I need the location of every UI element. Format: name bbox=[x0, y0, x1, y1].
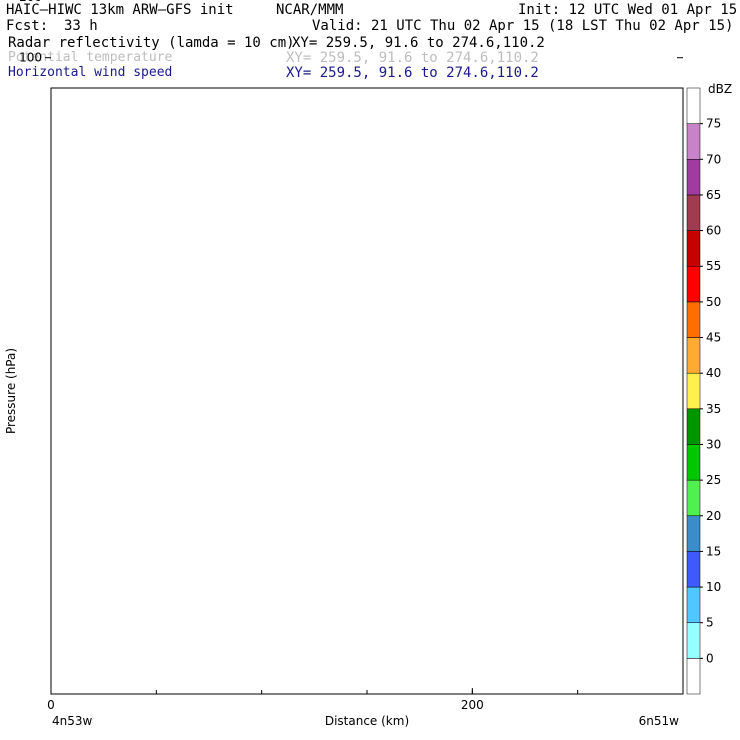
colorbar-swatch bbox=[686, 658, 701, 695]
valid-time: Valid: 21 UTC Thu 02 Apr 15 (18 LST Thu … bbox=[312, 18, 734, 34]
wind-value: .14 bbox=[539, 20, 561, 36]
colorbar-label: 20 bbox=[706, 509, 721, 523]
wind-marker-low: L bbox=[98, 17, 106, 33]
y-tick-label: 100 bbox=[19, 51, 42, 65]
colorbar-swatch bbox=[686, 479, 701, 517]
x-end-label-right: 6n51w bbox=[639, 714, 680, 728]
colorbar: 0 5 10 15 20 25 30 35 40 45 50 55 60 65 70 75 bbox=[686, 87, 721, 695]
colorbar-swatch bbox=[686, 123, 701, 160]
colorbar-swatch bbox=[686, 586, 701, 623]
y-axis-label: Pressure (hPa) bbox=[4, 348, 18, 434]
x-tick-label: 0 bbox=[47, 698, 55, 712]
wind-value: .50 bbox=[227, 40, 249, 56]
wind-value: .74 bbox=[90, 33, 112, 49]
colorbar-swatch bbox=[686, 408, 701, 445]
colorbar-swatch bbox=[686, 301, 701, 338]
theta-contour-label: 380 bbox=[88, 57, 115, 73]
fcst-value: 33 h bbox=[64, 18, 98, 34]
field-xy-wind: XY= 259.5, 91.6 to 274.6,110.2 bbox=[286, 65, 539, 81]
field-xy-reflectivity: XY= 259.5, 91.6 to 274.6,110.2 bbox=[292, 35, 545, 51]
colorbar-label: 70 bbox=[706, 152, 721, 166]
theta-contour-350 bbox=[51, 6, 683, 9]
colorbar-label: 45 bbox=[706, 331, 721, 345]
colorbar-label: 5 bbox=[706, 616, 714, 630]
wind-marker-low: L bbox=[546, 4, 554, 20]
colorbar-swatch bbox=[686, 551, 701, 588]
theta-contour-label: 350 bbox=[518, 0, 545, 16]
theta-contour-label: 350 bbox=[88, 1, 115, 17]
colorbar-label: 40 bbox=[706, 366, 721, 380]
colorbar-label: 50 bbox=[706, 295, 721, 309]
x-axis-label: Distance (km) bbox=[325, 714, 409, 728]
colorbar-label: 0 bbox=[706, 651, 714, 665]
theta-contour-label: 345 bbox=[124, 0, 151, 4]
theta-contour-380 bbox=[51, 58, 683, 63]
colorbar-label: 60 bbox=[706, 224, 721, 238]
x-end-label-left: 4n53w bbox=[52, 714, 93, 728]
wind-marker-low: L bbox=[235, 24, 243, 40]
fcst-label: Fcst: bbox=[6, 18, 49, 34]
theta-contour-360 bbox=[51, 49, 683, 52]
center-label: NCAR/MMM bbox=[276, 2, 344, 18]
colorbar-label: 65 bbox=[706, 188, 721, 202]
theta-contour-label: 360 bbox=[630, 34, 657, 50]
x-tick-label: 200 bbox=[461, 698, 484, 712]
field-name-reflectivity: Radar reflectivity (lamda = 10 cm) bbox=[8, 35, 295, 51]
colorbar-swatch bbox=[686, 337, 701, 374]
colorbar-label: 25 bbox=[706, 473, 721, 487]
colorbar-label: 55 bbox=[706, 259, 721, 273]
theta-contour-355 bbox=[51, 30, 683, 33]
theta-contour-label: 355 bbox=[573, 25, 600, 41]
colorbar-swatch bbox=[686, 87, 701, 124]
y-tick-label: 200 bbox=[19, 0, 42, 4]
colorbar-swatch bbox=[686, 515, 701, 552]
colorbar-label: 35 bbox=[706, 402, 721, 416]
model-title: HAIC–HIWC 13km ARW–GFS init bbox=[6, 2, 234, 18]
theta-contour-label: 345 bbox=[537, 0, 564, 3]
colorbar-swatch bbox=[686, 622, 701, 659]
colorbar-label: 30 bbox=[706, 437, 721, 451]
colorbar-swatch bbox=[686, 444, 701, 481]
field-name-theta: Potential temperature bbox=[8, 50, 173, 65]
field-xy-theta: XY= 259.5, 91.6 to 274.6,110.2 bbox=[286, 50, 539, 66]
colorbar-swatch bbox=[686, 230, 701, 267]
theta-contour-label: 375 bbox=[573, 56, 600, 72]
theta-contour-label: 360 bbox=[160, 42, 187, 58]
colorbar-label: 75 bbox=[706, 117, 721, 131]
plot-frame bbox=[50, 87, 684, 695]
colorbar-swatch bbox=[686, 194, 701, 231]
init-time: Init: 12 UTC Wed 01 Apr 15 bbox=[518, 2, 738, 18]
colorbar-label: 10 bbox=[706, 580, 721, 594]
colorbar-title: dBZ bbox=[708, 82, 732, 96]
field-name-wind: Horizontal wind speed bbox=[8, 65, 173, 80]
colorbar-swatch bbox=[686, 265, 701, 303]
colorbar-label: 15 bbox=[706, 544, 721, 558]
colorbar-swatch bbox=[686, 159, 701, 196]
theta-contour-label: 355 bbox=[80, 25, 107, 41]
colorbar-swatch bbox=[686, 372, 701, 410]
